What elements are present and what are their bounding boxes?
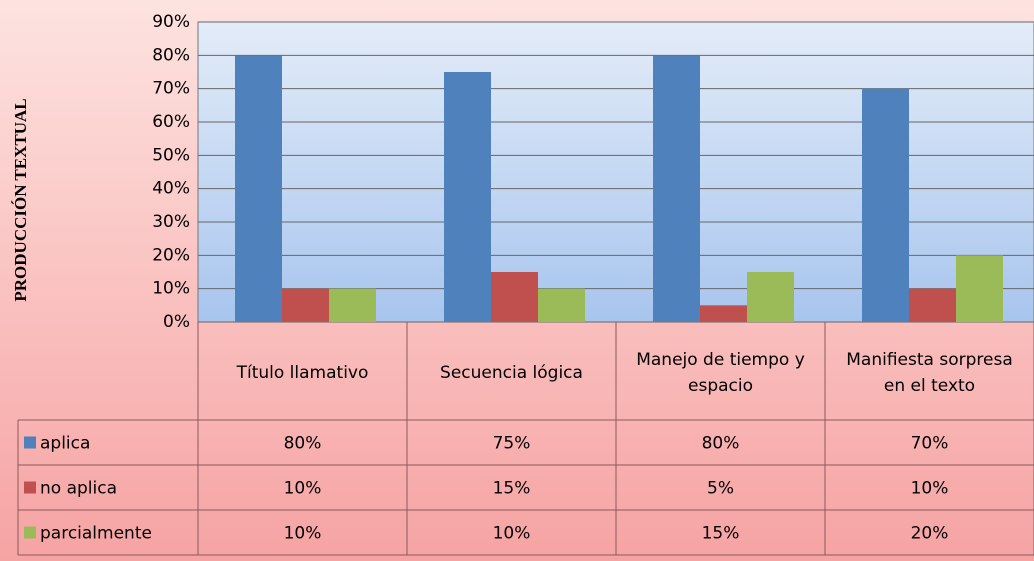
bar [653, 55, 700, 322]
x-tick-label-box: Manejo de tiempo y espacio [636, 350, 805, 396]
y-tick-label: 40% [152, 179, 190, 199]
data-label: 80% [702, 434, 740, 454]
bar [538, 288, 585, 322]
y-tick-label: 30% [152, 212, 190, 232]
bar [329, 288, 376, 322]
y-tick-label: 10% [152, 279, 190, 299]
data-label: 10% [284, 524, 322, 544]
y-tick-label: 20% [152, 245, 190, 265]
bar [956, 255, 1003, 322]
data-label: 15% [702, 524, 740, 544]
data-label: 10% [284, 479, 322, 499]
legend-label: aplica [40, 434, 90, 454]
y-axis-label: PRODUCCIÓN TEXTUAL [11, 98, 30, 301]
x-tick-label: Secuencia lógica [440, 363, 583, 383]
legend-label: no aplica [40, 479, 117, 499]
x-tick-label: Manifiesta sorpresa en el texto [846, 350, 1013, 396]
bar [282, 288, 329, 322]
bar [700, 305, 747, 322]
data-label: 5% [707, 479, 734, 499]
data-label: 80% [284, 434, 322, 454]
legend-swatch [24, 526, 36, 539]
x-tick-label: Manejo de tiempo y espacio [636, 350, 805, 396]
x-tick-label-box: Título llamativo [236, 363, 369, 383]
data-label: 20% [911, 524, 949, 544]
data-label: 10% [493, 524, 531, 544]
x-tick-label: Título llamativo [236, 363, 369, 383]
data-label: 15% [493, 479, 531, 499]
data-label: 70% [911, 434, 949, 454]
data-label: 75% [493, 434, 531, 454]
bar [909, 288, 956, 322]
legend-swatch [24, 481, 36, 494]
bar [491, 272, 538, 322]
y-tick-label: 70% [152, 79, 190, 99]
x-tick-label-box: Manifiesta sorpresa en el texto [846, 350, 1013, 396]
x-tick-label-box: Secuencia lógica [440, 363, 583, 383]
y-tick-label: 60% [152, 112, 190, 132]
y-tick-label: 0% [163, 312, 190, 332]
legend-label: parcialmente [40, 524, 152, 544]
y-tick-label: 50% [152, 145, 190, 165]
bar [235, 55, 282, 322]
legend-swatch [24, 436, 36, 449]
bar [747, 272, 794, 322]
y-tick-label: 80% [152, 45, 190, 65]
bar [444, 72, 491, 322]
bar [862, 88, 909, 323]
data-label: 10% [911, 479, 949, 499]
y-tick-label: 90% [152, 12, 190, 32]
